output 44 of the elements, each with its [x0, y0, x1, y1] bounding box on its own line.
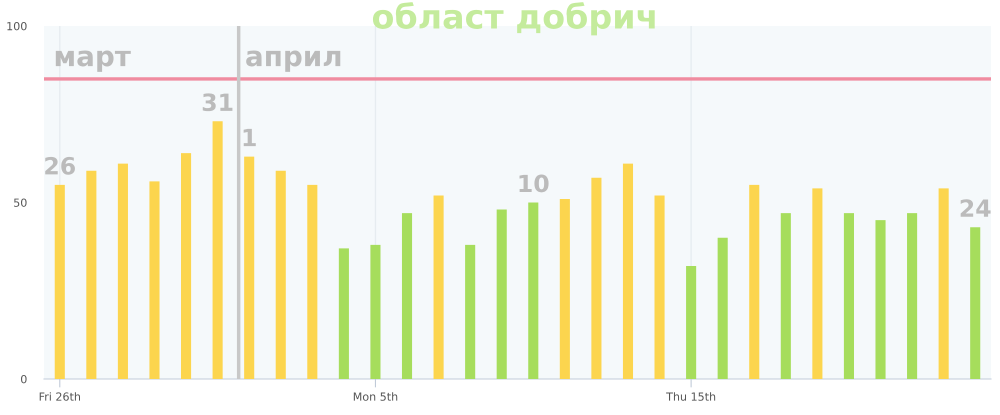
- annotation: 1: [244, 128, 256, 146]
- chart-title: област добрич: [372, 2, 655, 36]
- bar: [54, 184, 65, 379]
- bar: [907, 213, 918, 379]
- bar: [118, 164, 128, 379]
- x-tick-label: Thu 15th: [666, 392, 716, 401]
- bar: [591, 178, 602, 379]
- bar: [970, 227, 980, 379]
- annotation: 26: [45, 156, 75, 175]
- bar: [149, 181, 160, 379]
- bar: [749, 184, 760, 379]
- bar: [528, 202, 538, 379]
- bar: [875, 220, 886, 379]
- bar: [212, 121, 223, 379]
- y-tick-label: 100: [7, 22, 27, 30]
- y-tick-label: 50: [14, 198, 27, 207]
- x-tick-label: Fri 26th: [40, 392, 80, 401]
- bar: [780, 213, 791, 379]
- bar: [181, 153, 192, 379]
- bar: [244, 156, 254, 379]
- bar: [338, 248, 349, 379]
- bar: [402, 213, 412, 379]
- bar: [465, 244, 476, 379]
- bar: [938, 188, 949, 379]
- bar: [370, 244, 380, 379]
- bar: [307, 184, 318, 379]
- bar: [812, 188, 822, 379]
- annotation: 10: [520, 174, 549, 192]
- bar: [560, 198, 570, 379]
- bar: [276, 170, 286, 379]
- bar: [686, 266, 696, 379]
- bar: [86, 170, 96, 379]
- y-tick-label: 0: [20, 374, 27, 384]
- bar: [718, 238, 728, 379]
- bar: [654, 195, 665, 379]
- bar: [622, 164, 634, 379]
- annotation: 24: [960, 199, 991, 217]
- bar: [496, 210, 507, 379]
- annotation: април: [246, 50, 340, 72]
- bar: [434, 195, 444, 379]
- annotation: март: [56, 50, 131, 72]
- x-tick-label: Mon 5th: [354, 392, 398, 401]
- annotation: 31: [202, 93, 232, 112]
- bar: [844, 213, 854, 379]
